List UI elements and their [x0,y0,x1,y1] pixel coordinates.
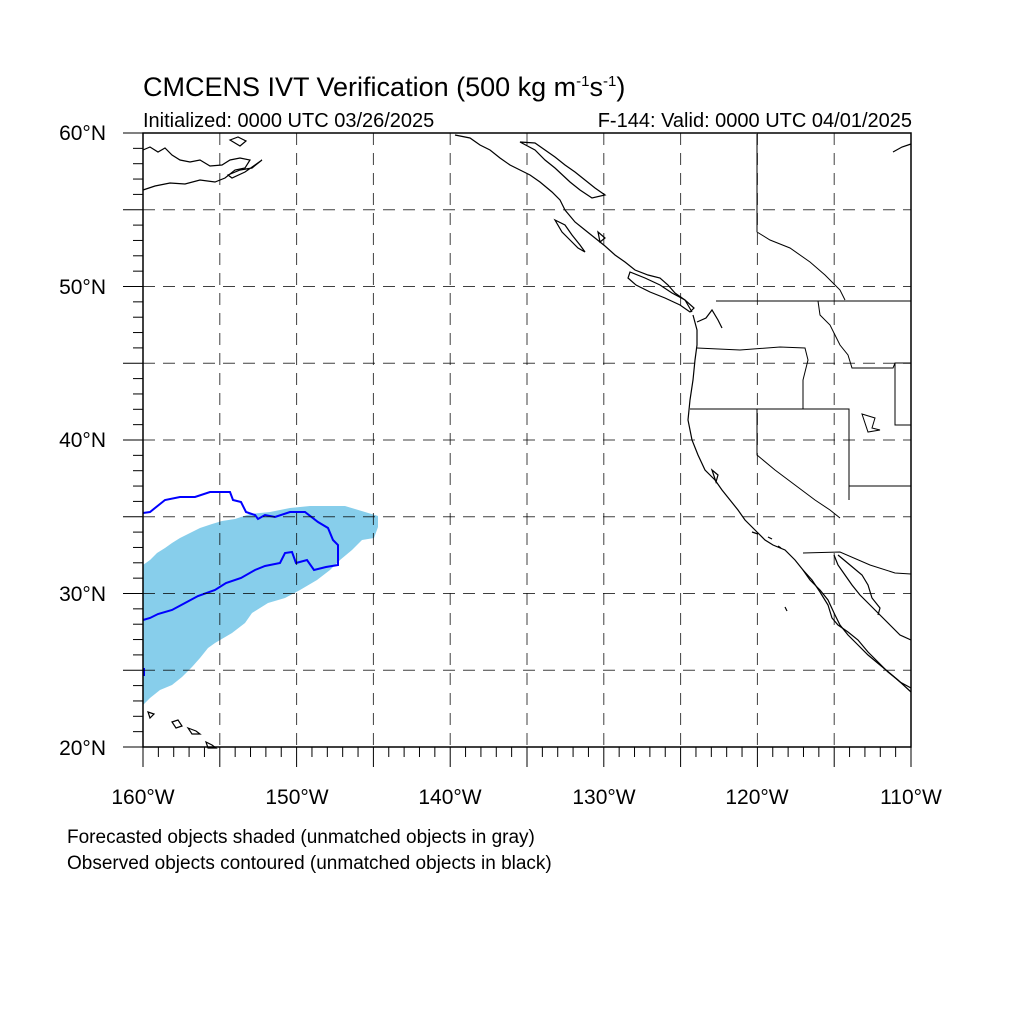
valid-time-label: F-144: Valid: 0000 UTC 04/01/2025 [597,110,912,132]
lat-label-60: 60°N [59,122,106,145]
lat-label-30: 30°N [59,583,106,606]
observed-ivt-contour [142,491,339,621]
lat-label-50: 50°N [59,276,106,299]
forecast-ivt-object [143,506,378,705]
initialized-label: Initialized: 0000 UTC 03/26/2025 [143,110,435,132]
lon-label-130w: 130°W [572,786,636,809]
lon-label-140w: 140°W [418,786,482,809]
coastline [142,134,912,749]
state-borders [690,134,912,575]
lat-lon-grid [143,133,911,747]
chart-title: CMCENS IVT Verification (500 kg m-1s-1) [143,72,626,102]
lon-label-110w: 110°W [880,786,942,809]
lat-label-40: 40°N [59,429,106,452]
axis-ticks [123,132,912,767]
legend-observed-note: Observed objects contoured (unmatched ob… [67,853,552,874]
lon-label-160w: 160°W [111,786,175,809]
legend-forecast-note: Forecasted objects shaded (unmatched obj… [67,827,535,848]
lat-label-20: 20°N [59,737,106,760]
map-frame [142,132,912,748]
lon-label-150w: 150°W [265,786,329,809]
lon-label-120w: 120°W [725,786,789,809]
